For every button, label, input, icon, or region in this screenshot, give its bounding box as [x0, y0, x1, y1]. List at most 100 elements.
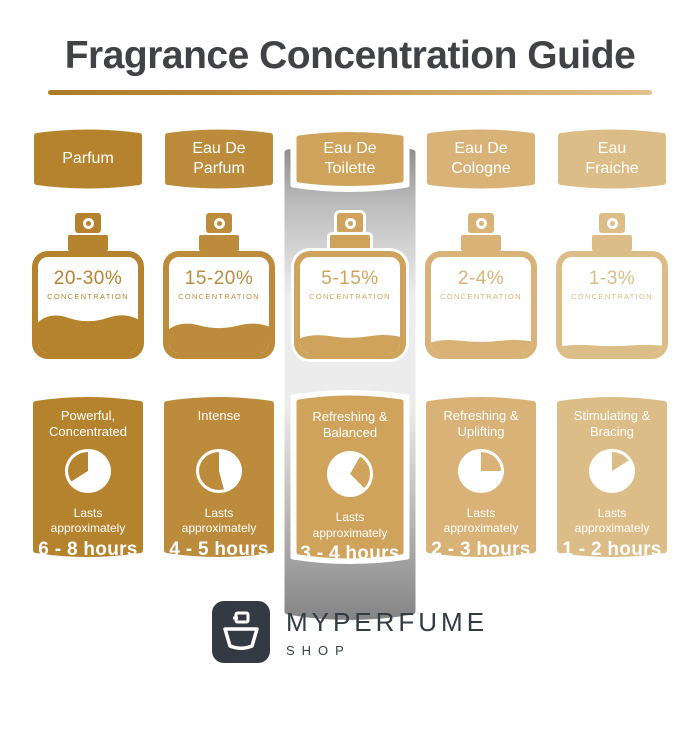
liquid-fill [431, 339, 531, 353]
banner-shape [427, 129, 535, 189]
column-header-label: Parfum [32, 126, 144, 192]
concentration-value: 20-30% [53, 268, 123, 289]
column-header-label: Eau De Cologne [425, 126, 537, 192]
myperfume-logo [211, 601, 270, 663]
bottle-body: 15-20% CONCENTRATION [163, 251, 275, 359]
perfume-bottle-eau-fraiche: 1-3% CONCENTRATION [556, 213, 668, 359]
column-header-eau-fraiche: Eau Fraiche [556, 126, 668, 192]
bottle-body: 1-3% CONCENTRATION [556, 251, 668, 359]
spray-nozzle-icon [337, 213, 363, 233]
column-name: Eau De Parfum [192, 140, 246, 177]
card-content: Intense Lasts approximately 4 - 5 hours [162, 393, 276, 561]
perfume-bottle-eau-de-parfum: 15-20% CONCENTRATION [163, 213, 275, 359]
card-content: Refreshing & Balanced Lasts approximatel… [289, 385, 411, 569]
liquid-fill [300, 335, 400, 353]
card-description: Refreshing & Uplifting [443, 408, 519, 440]
column-header-eau-de-toilette: Eau De Toilette [289, 121, 411, 197]
spray-nozzle-icon [468, 213, 494, 233]
column-header-label: Eau De Parfum [163, 126, 275, 192]
card-description: Refreshing & Balanced [312, 409, 388, 441]
lasts-label: Lasts approximately [312, 510, 388, 540]
concentration-value: 5-15% [321, 268, 379, 289]
concentration-label: CONCENTRATION [440, 292, 522, 301]
banner-shape [558, 129, 666, 189]
card-content: Powerful, Concentrated Lasts approximate… [31, 393, 145, 561]
card-description: Powerful, Concentrated [48, 408, 128, 440]
brand-subtitle: SHOP [285, 642, 351, 658]
info-card-eau-de-toilette: Refreshing & Balanced Lasts approximatel… [289, 385, 411, 569]
page-title: Fragrance Concentration Guide [64, 34, 636, 77]
logo-text: MYPERFUME SHOP [286, 607, 488, 658]
footer: MYPERFUME SHOP [0, 601, 700, 663]
perfume-bottle-eau-de-toilette: 5-15% CONCENTRATION [294, 213, 406, 359]
bottle-neck [592, 235, 632, 251]
duration-value: 4 - 5 hours [169, 539, 269, 560]
banner-row: Parfum Eau De Parfum Eau De Toilette Eau… [0, 121, 700, 197]
concentration-value: 2-4% [457, 268, 505, 289]
lasts-label: Lasts approximately [181, 505, 257, 536]
nozzle-hole [213, 217, 225, 229]
duration-value: 1 - 2 hours [562, 539, 662, 560]
column-name: Parfum [62, 150, 114, 168]
column-header-label: Eau De Toilette [289, 121, 411, 197]
nozzle-hole [475, 217, 487, 229]
bottle-neck [199, 235, 239, 251]
nozzle-hole [344, 217, 356, 229]
card-description: Stimulating & Bracing [573, 408, 651, 440]
duration-value: 2 - 3 hours [431, 539, 531, 560]
perfume-bottle-icon [223, 611, 259, 650]
clock-icon [196, 448, 242, 493]
bottle-body: 20-30% CONCENTRATION [32, 251, 144, 359]
title-underline [48, 90, 652, 95]
banner-shape [290, 126, 410, 192]
concentration-value: 15-20% [184, 268, 254, 289]
concentration-label: CONCENTRATION [178, 292, 260, 301]
column-header-label: Eau Fraiche [556, 126, 668, 192]
clock-icon [589, 448, 635, 493]
lasts-label: Lasts approximately [574, 505, 650, 536]
duration-value: 6 - 8 hours [38, 539, 138, 560]
column-header-eau-de-cologne: Eau De Cologne [425, 126, 537, 192]
banner-shape [34, 129, 142, 189]
lasts-label: Lasts approximately [50, 505, 126, 536]
column-header-eau-de-parfum: Eau De Parfum [163, 126, 275, 192]
nozzle-hole [606, 217, 618, 229]
banner-shape [165, 129, 273, 189]
bottle-neck [461, 235, 501, 251]
duration-value: 3 - 4 hours [300, 543, 400, 565]
column-name: Eau De Toilette [323, 140, 377, 177]
info-card-eau-fraiche: Stimulating & Bracing Lasts approximatel… [555, 393, 669, 561]
clock-icon [65, 448, 111, 493]
info-card-parfum: Powerful, Concentrated Lasts approximate… [31, 393, 145, 561]
brand-name: MYPERFUME [285, 606, 489, 637]
concentration-label: CONCENTRATION [309, 292, 391, 301]
liquid-fill [169, 323, 269, 353]
column-name: Eau Fraiche [585, 140, 639, 177]
info-card-eau-de-cologne: Refreshing & Uplifting Lasts approximate… [424, 393, 538, 561]
card-description: Intense [197, 408, 241, 423]
spray-nozzle-icon [599, 213, 625, 233]
clock-icon [458, 448, 504, 493]
perfume-bottle-eau-de-cologne: 2-4% CONCENTRATION [425, 213, 537, 359]
bottle-neck [330, 235, 370, 251]
concentration-value: 1-3% [588, 268, 636, 289]
perfume-bottle-parfum: 20-30% CONCENTRATION [32, 213, 144, 359]
liquid-fill [38, 315, 138, 353]
info-card-eau-de-parfum: Intense Lasts approximately 4 - 5 hours [162, 393, 276, 561]
spray-nozzle-icon [206, 213, 232, 233]
card-content: Refreshing & Uplifting Lasts approximate… [424, 393, 538, 561]
nozzle-hole [82, 217, 94, 229]
concentration-label: CONCENTRATION [47, 292, 129, 301]
clock-icon [327, 451, 373, 497]
concentration-label: CONCENTRATION [571, 292, 653, 301]
bottle-body: 2-4% CONCENTRATION [425, 251, 537, 359]
column-name: Eau De Cologne [451, 140, 511, 177]
card-row: Powerful, Concentrated Lasts approximate… [0, 385, 700, 569]
bottle-row: 20-30% CONCENTRATION 15-20% CONCENTRATIO… [0, 213, 700, 359]
spray-nozzle-icon [75, 213, 101, 233]
bottle-body: 5-15% CONCENTRATION [294, 251, 406, 359]
lasts-label: Lasts approximately [443, 505, 519, 536]
card-content: Stimulating & Bracing Lasts approximatel… [555, 393, 669, 561]
liquid-fill [562, 344, 662, 353]
bottle-neck [68, 235, 108, 251]
